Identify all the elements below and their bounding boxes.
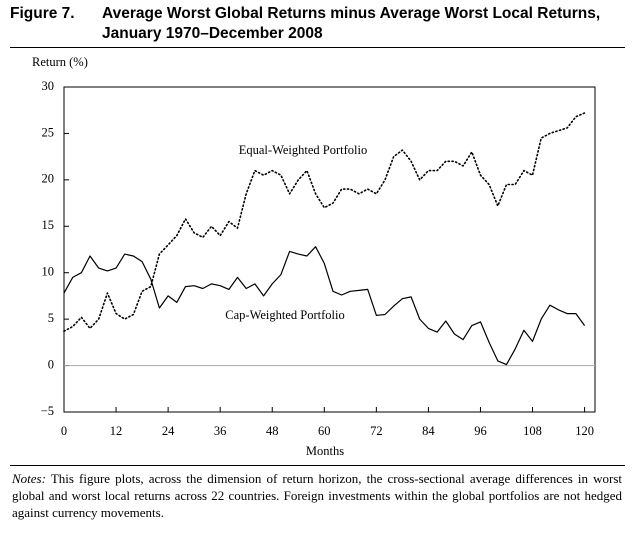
- x-tick-label: 12: [110, 424, 123, 438]
- series-label: Equal-Weighted Portfolio: [239, 143, 367, 157]
- series-line: [63, 246, 586, 366]
- chart: Return (%) Months −5 0 5 10 15 20 25 30 0 12 24 36 4…: [32, 55, 596, 458]
- chart-title: Average Worst Global Returns minus Avera…: [102, 5, 601, 42]
- rule: [10, 47, 625, 48]
- x-tick-label: 48: [266, 424, 279, 438]
- plot-frame: [63, 86, 596, 413]
- x-tick-label: 72: [370, 424, 383, 438]
- x-tick-label: 60: [318, 424, 331, 438]
- x-tick-label: 120: [575, 424, 594, 438]
- y-tick-label: 10: [42, 265, 55, 279]
- x-tick-label: 24: [162, 424, 175, 438]
- x-tick-label: 0: [61, 424, 67, 438]
- x-tick-label: 108: [523, 424, 542, 438]
- figure-heading: Figure 7. Average Worst Global Returns m…: [10, 4, 625, 44]
- notes-label: Notes:: [12, 471, 46, 486]
- x-axis-label: Months: [306, 444, 344, 458]
- series-line: [63, 112, 586, 332]
- y-tick-label: 5: [48, 311, 54, 325]
- series-label: Cap-Weighted Portfolio: [225, 308, 344, 322]
- y-tick-label: 30: [42, 79, 55, 93]
- notes-text: This figure plots, across the dimension …: [12, 471, 623, 520]
- y-tick-label: −5: [41, 404, 54, 418]
- y-axis-label: Return (%): [32, 55, 88, 69]
- x-tick-label: 96: [474, 424, 487, 438]
- figure-label: Figure 7.: [10, 5, 75, 22]
- y-tick-label: 15: [42, 218, 55, 232]
- y-tick-label: 0: [48, 357, 54, 371]
- y-tick-label: 25: [42, 125, 55, 139]
- notes: Notes: This figure plots, across the dim…: [12, 470, 622, 521]
- x-tick-label: 84: [422, 424, 435, 438]
- x-tick-label: 36: [214, 424, 227, 438]
- rule: [10, 465, 625, 466]
- y-tick-label: 20: [42, 172, 55, 186]
